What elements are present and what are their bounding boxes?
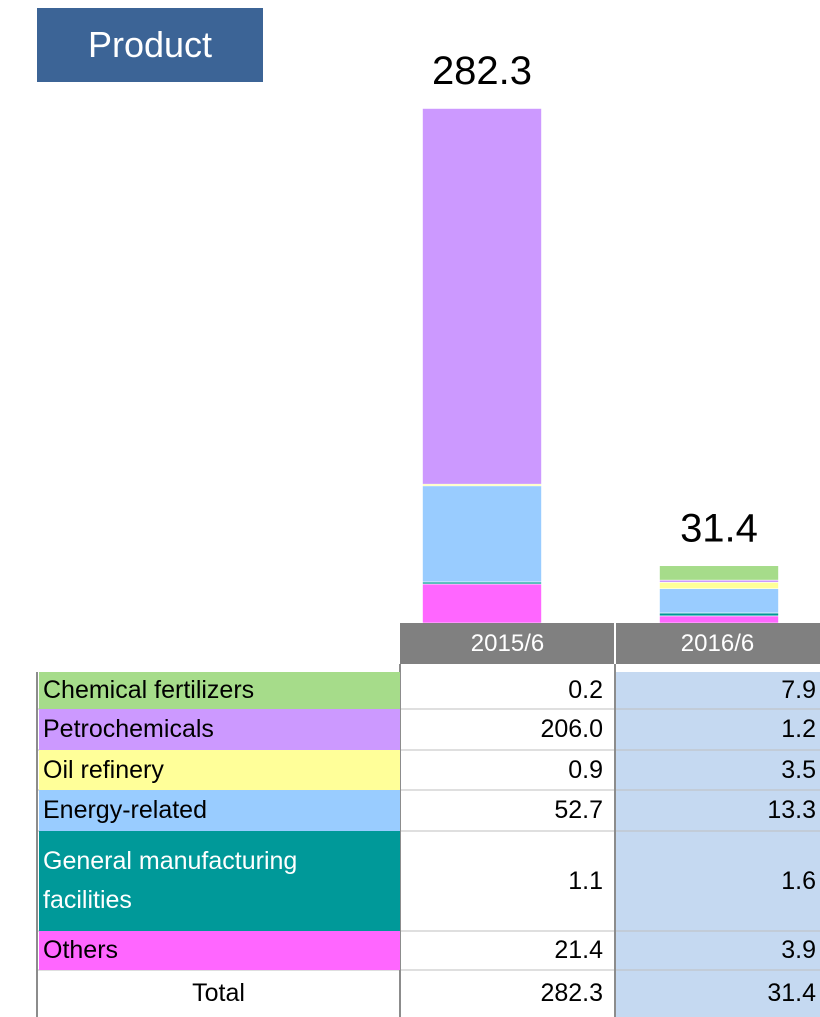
total-value: 31.4 — [767, 979, 816, 1008]
table-value: 1.2 — [781, 715, 816, 744]
bar-segment — [422, 108, 542, 485]
table-value: 0.9 — [568, 755, 603, 784]
row-label: General manufacturing facilities — [39, 831, 400, 931]
bar-segment — [659, 565, 779, 581]
bar-segment — [422, 485, 542, 583]
table-value: 0.2 — [568, 676, 603, 705]
table-value: 3.5 — [781, 755, 816, 784]
bar-segment — [659, 579, 779, 583]
bar-segment — [659, 582, 779, 590]
table-value: 13.3 — [767, 796, 816, 825]
chart-title: Product — [37, 8, 263, 82]
table-value: 1.6 — [781, 866, 816, 895]
row-label: Others — [39, 931, 400, 970]
column-header: 2015/6 — [470, 629, 545, 657]
total-label: 282.3 — [432, 49, 532, 93]
table-value: 3.9 — [781, 936, 816, 965]
table-value: 52.7 — [554, 796, 603, 825]
table-value: 21.4 — [554, 936, 603, 965]
total-value: 282.3 — [540, 979, 603, 1008]
row-label: Energy-related — [39, 790, 400, 831]
column-header: 2016/6 — [680, 629, 755, 657]
column-bg — [615, 672, 820, 1017]
total-label: 31.4 — [680, 507, 758, 551]
table-value: 1.1 — [568, 866, 603, 895]
total-row-label: Total — [192, 979, 245, 1008]
row-label: Oil refinery — [39, 750, 400, 790]
bar-segment — [659, 615, 779, 624]
row-label: Petrochemicals — [39, 709, 400, 750]
bar-segment — [659, 588, 779, 614]
bar-segment — [422, 581, 542, 585]
bar-segment — [659, 612, 779, 617]
row-label: Chemical fertilizers — [39, 672, 400, 709]
bar-segment — [422, 583, 542, 624]
header-bg — [400, 623, 820, 664]
table-value: 7.9 — [781, 676, 816, 705]
table-value: 206.0 — [540, 715, 603, 744]
